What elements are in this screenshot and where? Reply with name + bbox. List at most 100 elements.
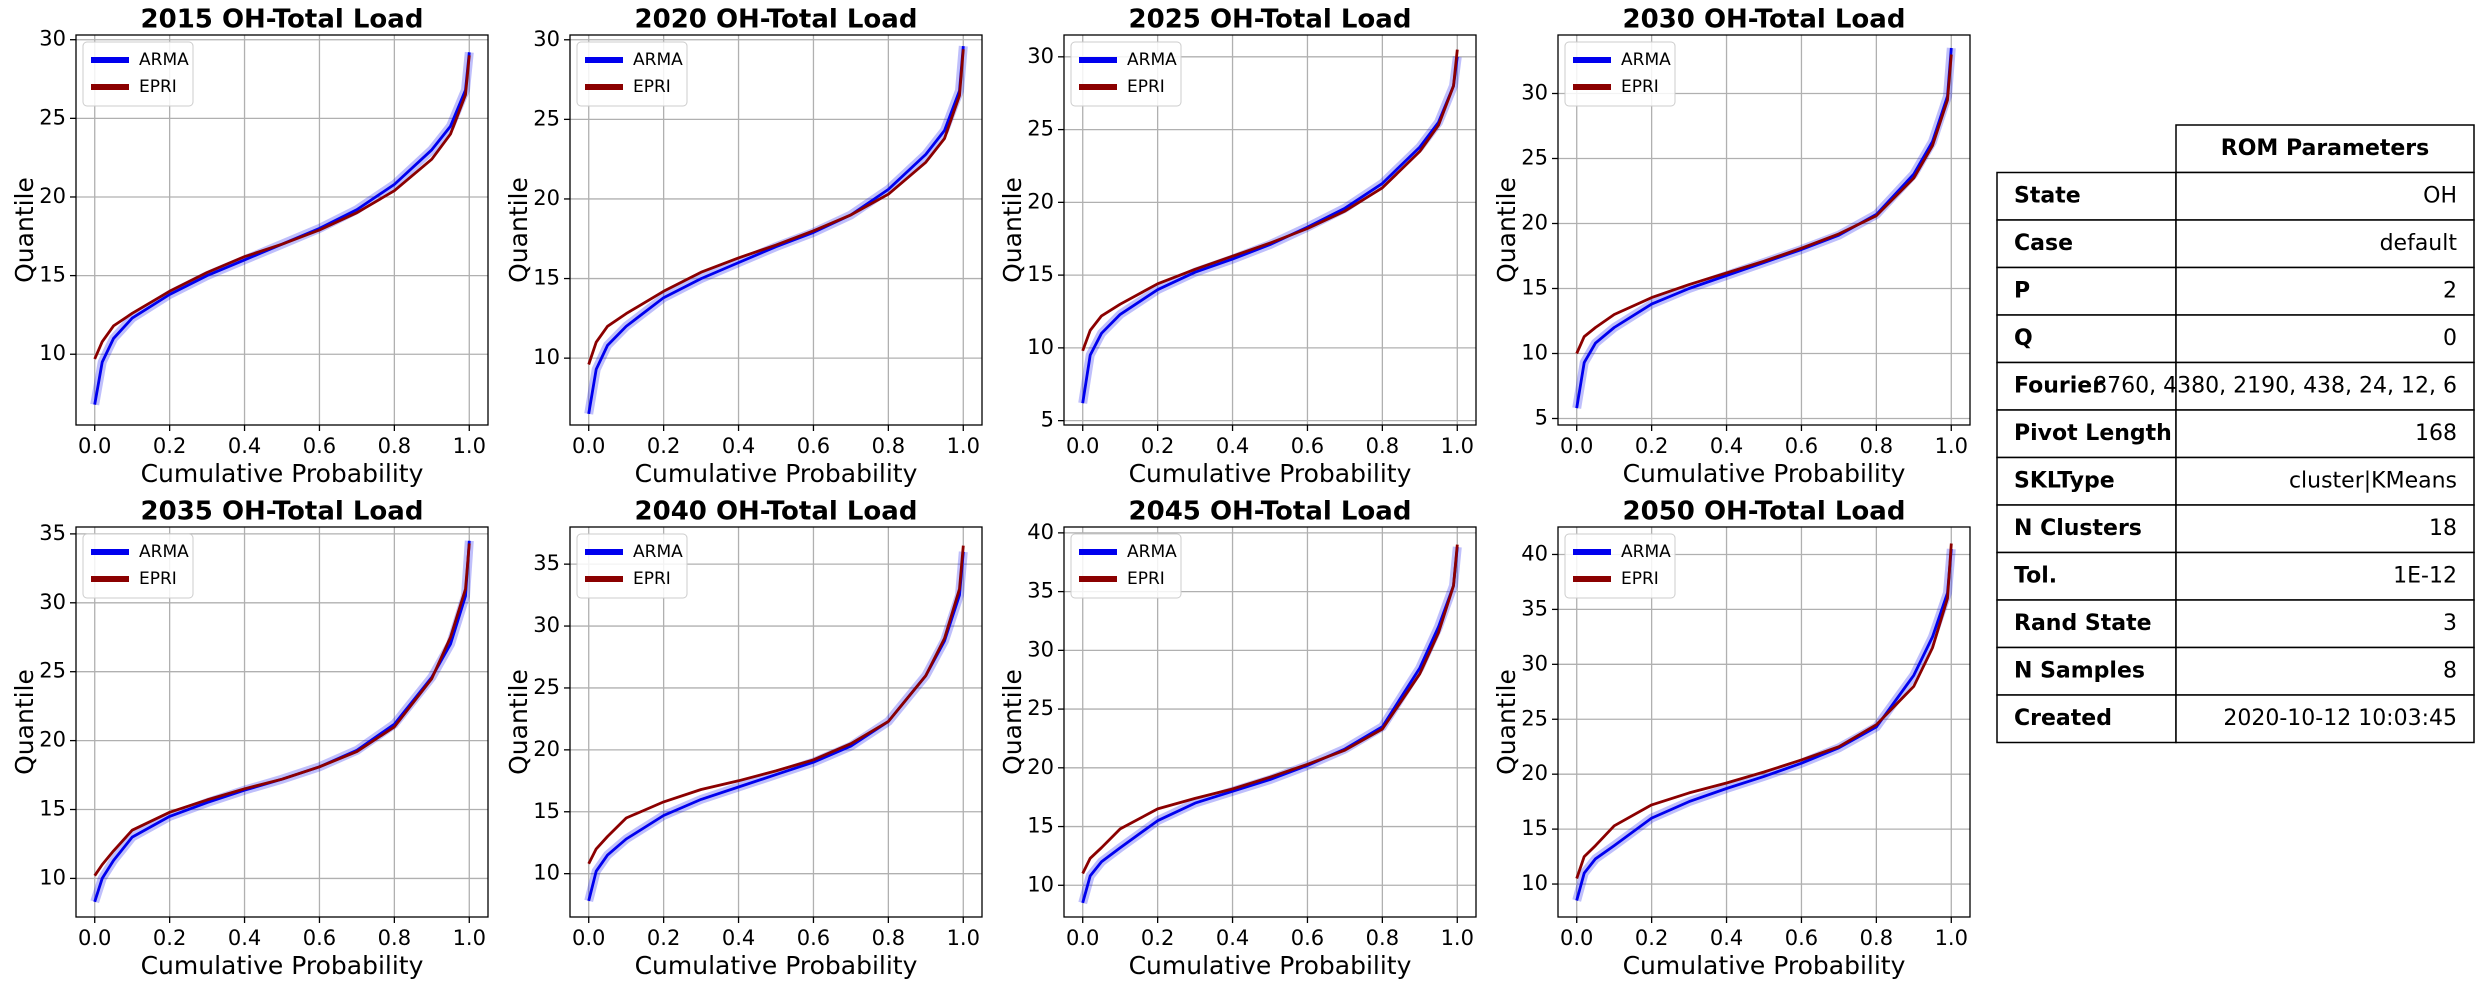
x-tick-label: 1.0 <box>947 926 980 950</box>
y-tick-label: 30 <box>39 27 66 51</box>
y-tick-label: 30 <box>1521 81 1548 105</box>
table-key: Rand State <box>2014 611 2152 636</box>
y-tick-label: 35 <box>1521 596 1548 620</box>
x-tick-label: 0.0 <box>1560 926 1593 950</box>
x-tick-label: 0.8 <box>872 434 905 458</box>
x-tick-label: 1.0 <box>1441 434 1474 458</box>
y-tick-label: 25 <box>1027 696 1054 720</box>
table-cell <box>2175 694 2475 744</box>
y-tick-label: 30 <box>533 27 560 51</box>
legend-label: ARMA <box>139 50 189 70</box>
axes-frame <box>569 526 983 918</box>
y-tick-label: 10 <box>533 861 560 885</box>
y-tick-label: 15 <box>1521 816 1548 840</box>
x-tick-label: 0.2 <box>153 926 186 950</box>
y-tick-label: 20 <box>1521 761 1548 785</box>
y-axis-label: Quantile <box>1492 177 1521 283</box>
y-tick-label: 5 <box>1535 406 1548 430</box>
x-tick-label: 0.8 <box>1860 434 1893 458</box>
table-header: ROM Parameters <box>2221 136 2430 161</box>
x-tick-label: 0.6 <box>1291 434 1324 458</box>
legend-label: EPRI <box>1621 569 1659 589</box>
y-tick-label: 35 <box>533 551 560 575</box>
y-tick-label: 30 <box>1027 44 1054 68</box>
x-axis-label: Cumulative Probability <box>1129 951 1412 980</box>
series-line <box>93 55 471 360</box>
legend-label: EPRI <box>139 77 177 97</box>
x-tick-label: 0.2 <box>1635 926 1668 950</box>
table-value: OH <box>2423 183 2457 208</box>
x-tick-label: 0.0 <box>1560 434 1593 458</box>
series-line <box>1575 543 1953 879</box>
y-tick-label: 10 <box>1027 335 1054 359</box>
x-tick-label: 0.6 <box>797 926 830 950</box>
table-cell <box>2175 314 2475 364</box>
x-tick-label: 0.8 <box>872 926 905 950</box>
y-tick-label: 25 <box>1521 706 1548 730</box>
table-key: Created <box>2014 706 2112 731</box>
table-cell <box>1996 551 2177 601</box>
legend-label: EPRI <box>633 569 671 589</box>
x-tick-label: 0.6 <box>797 434 830 458</box>
table-key: Tol. <box>2014 563 2057 588</box>
y-tick-label: 15 <box>1521 276 1548 300</box>
x-axis-label: Cumulative Probability <box>141 951 424 980</box>
table-value: 18 <box>2429 516 2457 541</box>
y-tick-label: 25 <box>1521 146 1548 170</box>
table-key: N Samples <box>2014 658 2145 683</box>
x-tick-label: 0.2 <box>1635 434 1668 458</box>
table-key: P <box>2014 278 2030 303</box>
legend-label: EPRI <box>139 569 177 589</box>
legend-label: ARMA <box>1621 50 1671 70</box>
table-value: 8760, 4380, 2190, 438, 24, 12, 6 <box>2093 373 2457 398</box>
chart-title: 2035 OH-Total Load <box>141 497 424 527</box>
y-tick-label: 15 <box>1027 814 1054 838</box>
y-tick-label: 25 <box>1027 117 1054 141</box>
y-tick-label: 10 <box>39 865 66 889</box>
series-line <box>587 45 965 415</box>
table-key: Fourier <box>2014 373 2103 398</box>
y-axis-label: Quantile <box>1492 669 1521 775</box>
legend-label: EPRI <box>1127 569 1165 589</box>
axes-frame <box>1557 526 1971 918</box>
x-axis-label: Cumulative Probability <box>635 951 918 980</box>
x-tick-label: 0.6 <box>1785 926 1818 950</box>
series-line <box>587 545 965 865</box>
y-tick-label: 30 <box>39 590 66 614</box>
chart-title: 2045 OH-Total Load <box>1129 497 1412 527</box>
table-cell <box>2175 361 2475 411</box>
x-tick-label: 0.0 <box>572 434 605 458</box>
y-tick-label: 40 <box>1027 520 1054 544</box>
table-key: SKLType <box>2014 468 2115 493</box>
table-cell <box>2175 171 2475 221</box>
x-tick-label: 0.6 <box>1291 926 1324 950</box>
x-tick-label: 0.0 <box>572 926 605 950</box>
table-cell <box>2175 409 2475 459</box>
series-line <box>1081 56 1459 404</box>
series-line <box>1575 54 1953 355</box>
table-value: 2 <box>2443 278 2457 303</box>
x-tick-label: 0.2 <box>1141 926 1174 950</box>
chart-title: 2040 OH-Total Load <box>635 497 918 527</box>
y-tick-label: 20 <box>39 728 66 752</box>
x-tick-label: 1.0 <box>453 926 486 950</box>
legend-label: EPRI <box>1621 77 1659 97</box>
x-tick-label: 0.2 <box>647 926 680 950</box>
y-tick-label: 30 <box>533 613 560 637</box>
x-axis-label: Cumulative Probability <box>635 459 918 488</box>
y-tick-label: 10 <box>1521 871 1548 895</box>
table-cell <box>2175 504 2475 554</box>
series-line <box>1081 546 1459 904</box>
x-tick-label: 0.4 <box>1216 434 1249 458</box>
table-value: 0 <box>2443 326 2457 351</box>
table-cell <box>1996 694 2177 744</box>
y-tick-label: 15 <box>1027 262 1054 286</box>
table-cell <box>2175 646 2475 696</box>
table-cell <box>2175 266 2475 316</box>
y-tick-label: 20 <box>533 737 560 761</box>
chart-title: 2015 OH-Total Load <box>141 5 424 35</box>
table-cell <box>1996 409 2177 459</box>
legend-label: EPRI <box>633 77 671 97</box>
table-cell <box>1996 266 2177 316</box>
